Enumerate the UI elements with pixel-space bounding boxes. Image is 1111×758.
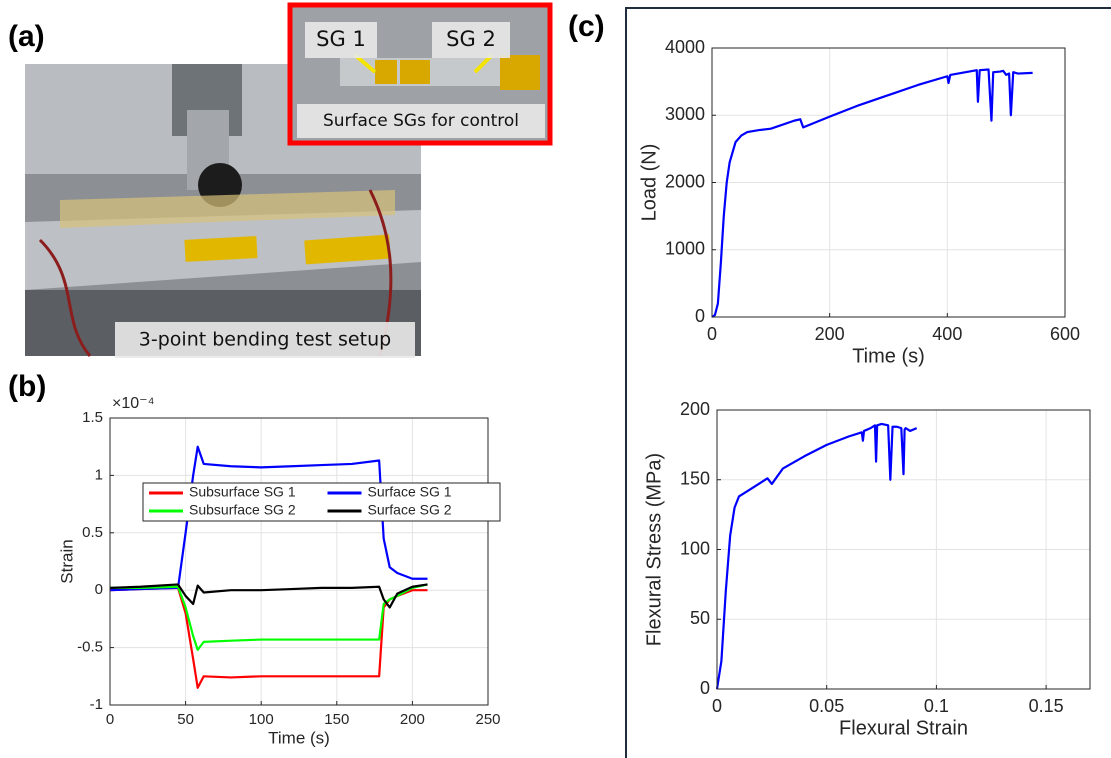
y-tick-label: 0: [95, 581, 103, 598]
x-axis-label: Time (s): [268, 728, 330, 747]
y-tick-label: 150: [680, 469, 710, 489]
inset-caption: Surface SGs for control: [323, 111, 519, 131]
axes-frame: [711, 47, 1066, 318]
y-tick-label: 1000: [665, 239, 705, 259]
y-tick-label: 1.5: [82, 409, 103, 426]
axis-multiplier: ×10⁻⁴: [112, 395, 155, 412]
x-axis-label: Flexural Strain: [839, 717, 968, 739]
inset-label: SG 1: [316, 27, 366, 51]
x-tick-label: 0: [106, 711, 114, 728]
legend-box: [142, 482, 501, 522]
x-tick-label: 0: [712, 696, 722, 716]
data-line: [711, 68, 1033, 318]
y-axis-label: Strain: [57, 539, 76, 583]
data-line: [110, 583, 428, 651]
photo-inset: SG 1 SG 2 Surface SGs for control: [287, 2, 553, 146]
data-line: [715, 422, 918, 690]
legend-label: Surface SG 2: [368, 502, 452, 518]
x-tick-label: 400: [932, 324, 962, 344]
panel-frame: [625, 7, 1111, 758]
data-line: [109, 583, 428, 609]
x-tick-label: 250: [475, 711, 500, 728]
x-tick-label: 0.05: [809, 696, 844, 716]
photo-caption: 3-point bending test setup: [139, 329, 391, 351]
x-tick-label: 200: [815, 324, 845, 344]
legend-label: Subsurface SG 1: [189, 484, 296, 500]
y-tick-label: 0: [695, 306, 705, 326]
x-tick-label: 0.15: [1029, 696, 1064, 716]
y-tick-label: 100: [680, 538, 710, 558]
y-tick-label: 3000: [665, 104, 705, 124]
y-tick-label: 200: [680, 399, 710, 419]
x-tick-label: 50: [177, 711, 194, 728]
panel-label: (c): [568, 10, 605, 43]
plot-area: [110, 418, 488, 705]
y-axis-label: Flexural Stress (MPa): [643, 453, 665, 646]
x-tick-label: 200: [400, 711, 425, 728]
x-tick-label: 0: [707, 324, 717, 344]
y-tick-label: 0: [700, 678, 710, 698]
y-tick-label: -0.5: [77, 639, 103, 656]
axes-frame: [716, 409, 1091, 690]
y-axis-label: Load (N): [638, 144, 660, 222]
y-tick-label: 2000: [665, 171, 705, 191]
x-tick-label: 0.1: [924, 696, 949, 716]
x-tick-label: 600: [1050, 324, 1080, 344]
x-axis-label: Time (s): [852, 345, 925, 367]
x-tick-label: 100: [249, 711, 274, 728]
x-tick-label: 150: [324, 711, 349, 728]
y-tick-label: 0.5: [82, 524, 103, 541]
legend-label: Subsurface SG 2: [189, 502, 296, 518]
y-tick-label: 4000: [665, 37, 705, 57]
inset-label: SG 2: [446, 27, 496, 51]
y-tick-label: 1: [95, 466, 103, 483]
panel-label: (b): [8, 370, 46, 403]
legend-label: Surface SG 1: [368, 484, 452, 500]
y-tick-label: -1: [90, 696, 103, 713]
data-line: [109, 445, 428, 592]
axes-frame: [109, 417, 489, 706]
y-tick-label: 50: [690, 608, 710, 628]
panel-label: (a): [8, 20, 45, 53]
